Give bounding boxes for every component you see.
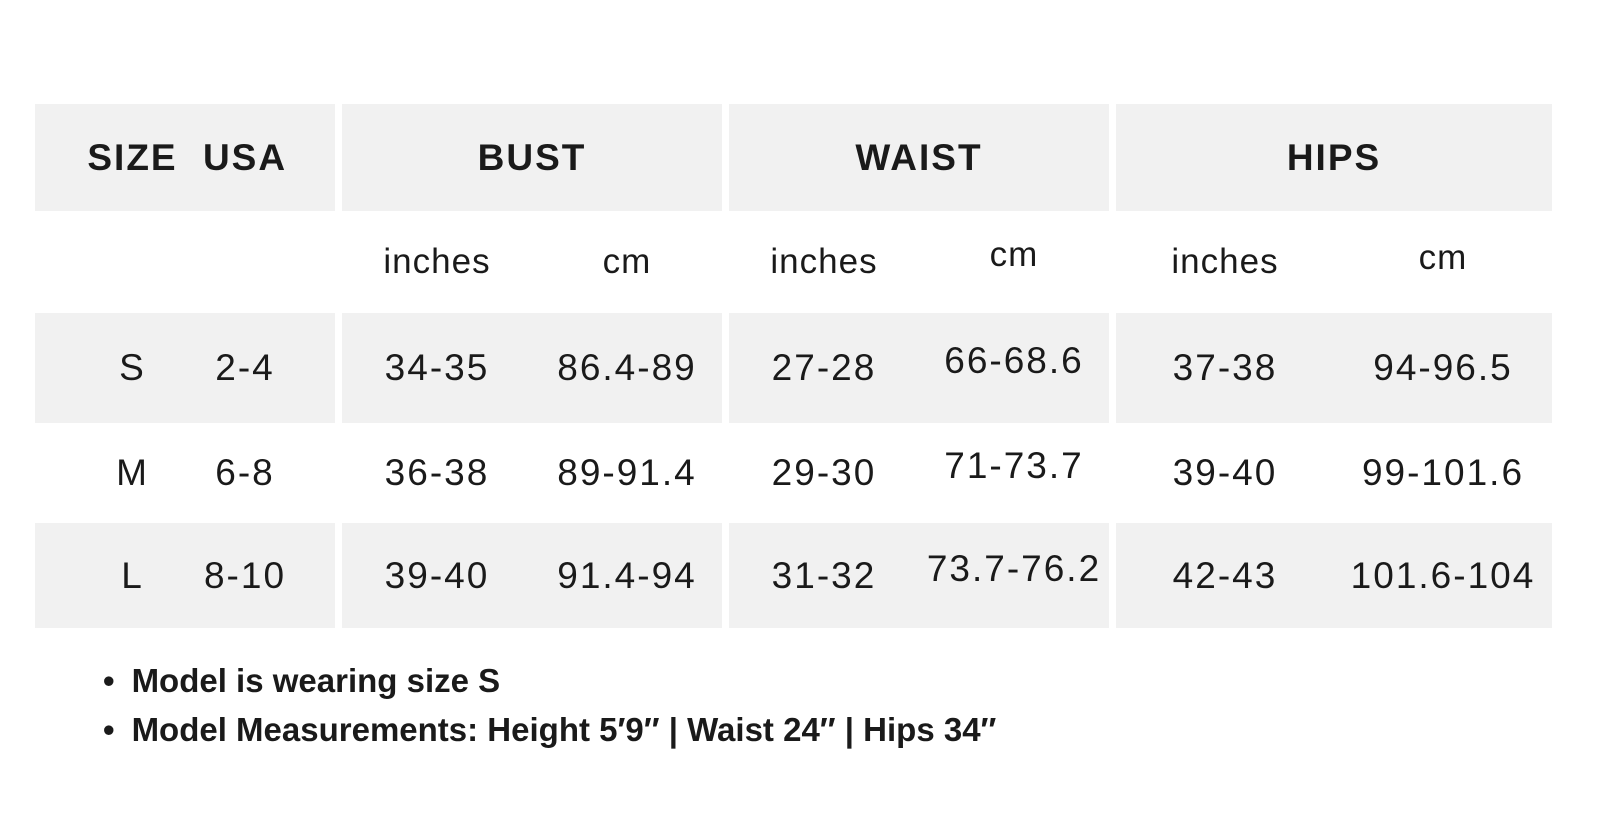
hips-inches-value: 42-43 xyxy=(1172,554,1278,596)
waist-inches-unit-label: inches xyxy=(770,242,878,281)
row-s-group-hips: 37-38 94-96.5 xyxy=(1116,313,1552,423)
units-group-bust: inches cm xyxy=(342,211,722,313)
hips-cm-unit-label: cm xyxy=(1418,238,1468,277)
row-m-group-bust: 36-38 89-91.4 xyxy=(342,423,722,523)
table-row-m: M 6-8 36-38 89-91.4 29-30 71-73.7 39-40 … xyxy=(35,423,1552,523)
row-l-group-waist: 31-32 73.7-76.2 xyxy=(729,523,1109,628)
usa-value: 6-8 xyxy=(215,452,275,493)
table-header-row: SIZE USA BUST WAIST HIPS xyxy=(35,104,1552,211)
bust-inches-value: 39-40 xyxy=(384,554,490,596)
note-text: Model is wearing size S xyxy=(131,661,501,699)
hips-inches-unit-label: inches xyxy=(1171,242,1279,281)
column-header-bust: BUST xyxy=(477,136,587,178)
row-l-group-bust: 39-40 91.4-94 xyxy=(342,523,722,628)
header-group-size-usa: SIZE USA xyxy=(35,104,335,211)
size-value: M xyxy=(116,452,149,493)
size-value: L xyxy=(121,554,144,596)
note-model-measurements: • Model Measurements: Height 5′9″ | Wais… xyxy=(103,705,996,754)
row-s-group-size-usa: S 2-4 xyxy=(35,313,335,423)
row-l-group-hips: 42-43 101.6-104 xyxy=(1116,523,1552,628)
bust-cm-value: 86.4-89 xyxy=(557,347,697,388)
table-row-l: L 8-10 39-40 91.4-94 31-32 73.7-76.2 42-… xyxy=(35,523,1552,628)
usa-value: 8-10 xyxy=(203,554,287,596)
waist-cm-value: 71-73.7 xyxy=(944,445,1084,486)
column-header-usa: USA xyxy=(202,136,288,178)
hips-inches-value: 39-40 xyxy=(1172,452,1278,493)
bust-cm-unit-label: cm xyxy=(602,242,652,281)
row-s-group-waist: 27-28 66-68.6 xyxy=(729,313,1109,423)
waist-inches-value: 29-30 xyxy=(771,452,877,493)
waist-inches-value: 31-32 xyxy=(771,554,877,596)
units-group-hips: inches cm xyxy=(1116,211,1552,313)
waist-inches-value: 27-28 xyxy=(771,347,877,388)
bust-cm-value: 89-91.4 xyxy=(557,452,697,493)
row-s-group-bust: 34-35 86.4-89 xyxy=(342,313,722,423)
hips-cm-value: 99-101.6 xyxy=(1361,452,1525,493)
row-m-group-size-usa: M 6-8 xyxy=(35,423,335,523)
bullet-icon: • xyxy=(103,710,115,748)
table-row-s: S 2-4 34-35 86.4-89 27-28 66-68.6 37-38 … xyxy=(35,313,1552,423)
column-header-hips: HIPS xyxy=(1286,136,1382,178)
usa-value: 2-4 xyxy=(215,347,275,388)
bullet-icon: • xyxy=(103,661,115,699)
bust-cm-value: 91.4-94 xyxy=(557,554,697,596)
waist-cm-unit-label: cm xyxy=(989,235,1039,274)
note-text: Model Measurements: Height 5′9″ | Waist … xyxy=(131,710,997,748)
note-model-size: • Model is wearing size S xyxy=(103,656,996,705)
size-chart-table: SIZE USA BUST WAIST HIPS inches cm inche… xyxy=(35,104,1552,628)
header-group-hips: HIPS xyxy=(1116,104,1552,211)
hips-inches-value: 37-38 xyxy=(1172,347,1278,388)
row-m-group-waist: 29-30 71-73.7 xyxy=(729,423,1109,523)
column-header-waist: WAIST xyxy=(855,136,983,178)
hips-cm-value: 94-96.5 xyxy=(1373,347,1513,388)
footnotes: • Model is wearing size S • Model Measur… xyxy=(103,656,996,754)
bust-inches-value: 34-35 xyxy=(384,347,490,388)
bust-inches-value: 36-38 xyxy=(384,452,490,493)
row-m-group-hips: 39-40 99-101.6 xyxy=(1116,423,1552,523)
header-group-bust: BUST xyxy=(342,104,722,211)
units-group-size-usa xyxy=(35,211,335,313)
waist-cm-value: 73.7-76.2 xyxy=(926,547,1102,589)
header-group-waist: WAIST xyxy=(729,104,1109,211)
row-l-group-size-usa: L 8-10 xyxy=(35,523,335,628)
units-group-waist: inches cm xyxy=(729,211,1109,313)
bust-inches-unit-label: inches xyxy=(383,242,491,281)
hips-cm-value: 101.6-104 xyxy=(1350,554,1536,596)
size-value: S xyxy=(119,347,146,388)
waist-cm-value: 66-68.6 xyxy=(944,340,1084,381)
column-header-size: SIZE xyxy=(87,136,178,178)
units-row: inches cm inches cm inches cm xyxy=(35,211,1552,313)
